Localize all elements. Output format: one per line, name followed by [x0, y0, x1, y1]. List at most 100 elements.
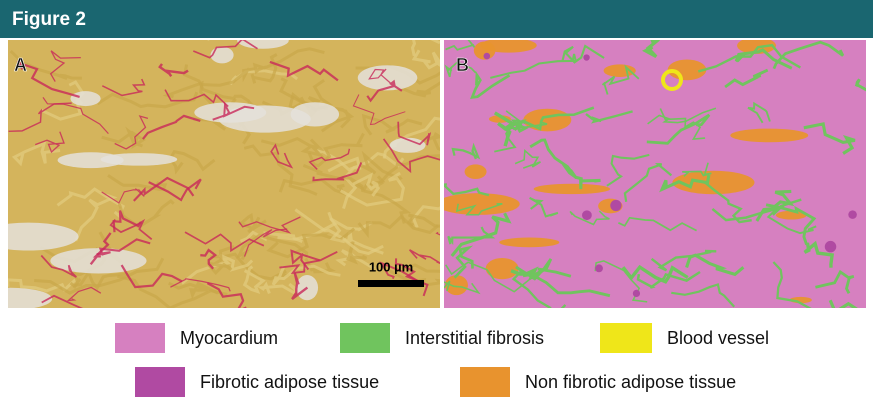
panel-label: A [14, 55, 27, 75]
texture [252, 47, 325, 75]
texture [66, 286, 102, 302]
texture [218, 105, 311, 133]
texture [9, 50, 82, 81]
panel-b-image [444, 40, 866, 308]
legend-label: Non fibrotic adipose tissue [525, 372, 736, 392]
texture [408, 249, 440, 265]
legend-label: Blood vessel [667, 328, 769, 348]
texture [766, 205, 817, 235]
texture [444, 61, 477, 78]
texture [101, 188, 145, 204]
texture [352, 172, 381, 197]
texture [114, 115, 149, 150]
texture [406, 213, 440, 228]
texture [142, 114, 201, 140]
texture [341, 176, 411, 224]
texture [320, 106, 355, 133]
texture [346, 241, 368, 265]
texture [447, 226, 496, 246]
texture [815, 269, 855, 294]
texture [182, 64, 251, 103]
legend-label: Fibrotic adipose tissue [200, 372, 379, 392]
texture [632, 289, 641, 298]
texture [734, 48, 793, 70]
texture [455, 203, 503, 216]
texture [610, 199, 622, 212]
texture [366, 79, 403, 103]
texture [312, 162, 363, 182]
texture [207, 245, 235, 275]
scale-bar [358, 280, 424, 287]
texture [672, 170, 755, 195]
texture [8, 222, 79, 251]
texture [34, 131, 65, 154]
legend-swatch [600, 323, 652, 353]
texture [511, 270, 567, 308]
texture [158, 63, 189, 77]
texture [444, 193, 520, 215]
texture [659, 108, 706, 141]
texture [41, 294, 84, 308]
texture [582, 210, 592, 221]
texture [411, 49, 440, 70]
texture [737, 40, 777, 54]
texture [49, 50, 81, 82]
header-title: Figure 2 [12, 9, 86, 30]
texture [257, 281, 306, 297]
texture [269, 60, 339, 82]
texture [271, 264, 341, 286]
texture [238, 216, 301, 234]
texture [445, 40, 476, 51]
legend-swatch [135, 367, 185, 397]
texture [724, 68, 769, 89]
legend-label: Interstitial fibrosis [405, 328, 544, 348]
texture [40, 254, 77, 278]
panel-a-image [8, 40, 440, 308]
texture [69, 269, 129, 291]
texture [238, 212, 267, 234]
texture [168, 281, 219, 300]
texture [148, 178, 202, 202]
texture [647, 107, 717, 125]
texture [357, 214, 439, 239]
texture [824, 240, 837, 253]
texture [8, 287, 53, 308]
texture [775, 210, 807, 220]
texture [583, 54, 590, 61]
texture [411, 205, 440, 229]
texture [515, 258, 572, 281]
texture [529, 196, 559, 218]
texture [361, 113, 423, 136]
texture [661, 69, 683, 91]
texture [290, 249, 321, 271]
texture [659, 174, 711, 193]
texture [212, 101, 255, 121]
texture [107, 174, 168, 191]
texture [450, 212, 512, 258]
texture [636, 270, 701, 289]
texture [650, 249, 717, 272]
scale-bar-label: 100 µm [369, 259, 413, 274]
texture [601, 64, 640, 95]
legend-label: Myocardium [180, 328, 278, 348]
texture [270, 143, 294, 169]
texture [327, 211, 384, 256]
texture [435, 231, 440, 236]
legend-swatch [460, 367, 510, 397]
texture [243, 144, 318, 196]
texture [11, 141, 61, 167]
texture [101, 126, 146, 150]
texture [304, 257, 336, 274]
texture [521, 106, 595, 131]
texture [493, 111, 516, 147]
texture [394, 81, 440, 98]
texture [109, 218, 153, 240]
texture [523, 108, 572, 132]
texture [730, 128, 809, 143]
texture [642, 40, 660, 59]
texture [483, 52, 491, 60]
texture [473, 41, 496, 60]
texture [377, 154, 440, 186]
texture [445, 261, 529, 293]
texture [765, 203, 817, 246]
